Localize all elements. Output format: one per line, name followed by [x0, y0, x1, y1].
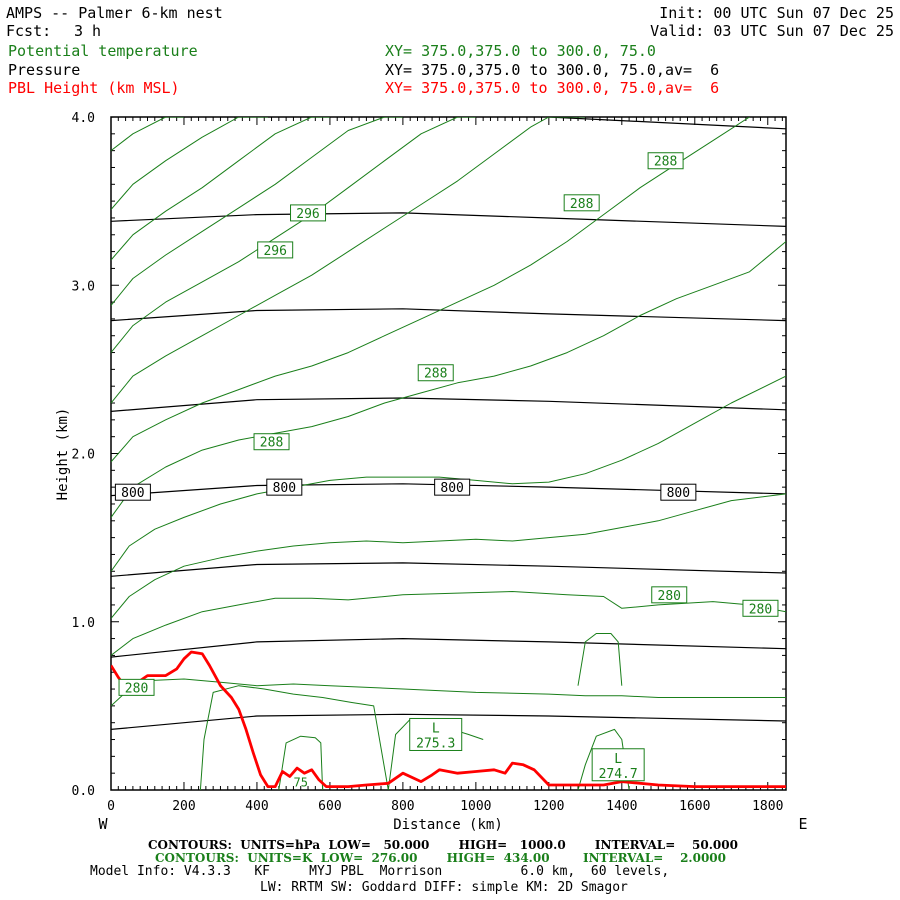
- x-tick-label: 1400: [606, 799, 637, 814]
- contour-label: 280: [742, 599, 779, 617]
- theta-contour: [111, 117, 403, 306]
- svg-text:280: 280: [658, 589, 681, 604]
- east-label: E: [798, 815, 807, 833]
- pressure-contour: [111, 397, 786, 412]
- model-info-2: LW: RRTM SW: Goddard DIFF: simple KM: 2D…: [260, 880, 628, 895]
- contour-label: 288: [253, 433, 290, 451]
- theta-contour: [111, 493, 786, 619]
- contours-hpa: CONTOURS: UNITS=hPa LOW= 50.000 HIGH= 10…: [148, 838, 738, 852]
- valid-time: Valid: 03 UTC Sun 07 Dec 25: [650, 22, 894, 40]
- svg-text:L: L: [614, 752, 622, 767]
- pressure-contour: [111, 117, 786, 130]
- contour-label: 800: [114, 483, 151, 501]
- contour-label: 280: [651, 586, 688, 604]
- svg-text:296: 296: [263, 244, 286, 259]
- contour-label: 288: [647, 152, 684, 170]
- pressure-contour: [111, 308, 786, 322]
- theta-contour: [111, 117, 268, 210]
- contour-label: 288: [563, 194, 600, 212]
- contour-label: 800: [660, 483, 697, 501]
- pressure-contour: [111, 483, 786, 497]
- contour-label: 288: [417, 364, 454, 382]
- svg-text:288: 288: [570, 197, 593, 212]
- field-name-pressure: Pressure: [8, 61, 81, 79]
- pressure-contour: [111, 212, 786, 227]
- x-tick-label: 1000: [460, 799, 491, 814]
- x-tick-label: 400: [245, 799, 268, 814]
- svg-text:280: 280: [125, 681, 148, 696]
- svg-text:274.7: 274.7: [599, 767, 638, 782]
- theta-contour: [111, 117, 750, 463]
- theta-contour: [577, 728, 630, 790]
- x-tick-label: 1800: [752, 799, 783, 814]
- theta-contour: [111, 591, 786, 656]
- plot-frame: [110, 116, 787, 791]
- svg-text:280: 280: [749, 602, 772, 617]
- theta-contour: [111, 241, 786, 518]
- contour-label: 800: [434, 478, 471, 496]
- contours-k: CONTOURS: UNITS=K LOW= 276.00 HIGH= 434.…: [155, 851, 726, 865]
- x-tick-label: 0: [107, 799, 115, 814]
- field-xy-theta: XY= 375.0,375.0 to 300.0, 75.0: [385, 42, 656, 60]
- contour-label: 280: [118, 678, 155, 696]
- x-tick-label: 1600: [679, 799, 710, 814]
- x-tick-label: 800: [391, 799, 414, 814]
- svg-text:296: 296: [296, 207, 319, 222]
- west-label: W: [98, 815, 108, 833]
- y-axis-label: Height (km): [55, 408, 71, 501]
- field-xy-pbl: XY= 375.0,375.0 to 300.0, 75.0,av= 6: [385, 79, 720, 97]
- y-tick-label: 2.0: [72, 448, 95, 463]
- theta-contour: [111, 117, 586, 404]
- forecast-label: Fcst:: [6, 22, 52, 40]
- svg-text:275.3: 275.3: [416, 736, 455, 751]
- theta-contour: [199, 685, 389, 790]
- contour-label-partial: 75: [294, 776, 308, 790]
- svg-text:800: 800: [440, 481, 463, 496]
- forecast-value: 3 h: [74, 22, 102, 40]
- x-tick-label: 200: [172, 799, 195, 814]
- theta-contour: [111, 117, 184, 151]
- svg-text:800: 800: [121, 486, 144, 501]
- pressure-contour: [111, 562, 786, 577]
- page-title: AMPS -- Palmer 6-km nest: [6, 4, 223, 22]
- svg-text:L: L: [432, 721, 440, 736]
- svg-text:288: 288: [654, 155, 677, 170]
- y-tick-label: 1.0: [72, 616, 95, 631]
- theta-contour: [111, 678, 786, 707]
- field-name-theta: Potential temperature: [8, 42, 198, 60]
- pressure-contour: [111, 637, 786, 658]
- theta-contour: [111, 117, 476, 353]
- x-tick-label: 1200: [533, 799, 564, 814]
- theta-contour: [111, 117, 330, 261]
- model-info: Model Info: V4.3.3 KF MYJ PBL Morrison 6…: [90, 864, 670, 879]
- pbl-height-line: [111, 650, 786, 788]
- init-time: Init: 00 UTC Sun 07 Dec 25: [659, 4, 894, 22]
- contour-label: 296: [257, 241, 294, 259]
- field-xy-pressure: XY= 375.0,375.0 to 300.0, 75.0,av= 6: [385, 61, 720, 79]
- theta-contour: [278, 735, 324, 790]
- field-name-pbl: PBL Height (km MSL): [8, 79, 180, 97]
- svg-text:800: 800: [667, 486, 690, 501]
- x-axis-label: Distance (km): [393, 817, 503, 833]
- y-tick-label: 3.0: [72, 279, 95, 294]
- svg-text:800: 800: [273, 481, 296, 496]
- pressure-contour: [111, 713, 786, 730]
- theta-contour: [111, 375, 786, 572]
- y-tick-label: 4.0: [72, 111, 95, 126]
- y-tick-label: 0.0: [72, 784, 95, 799]
- svg-text:288: 288: [424, 367, 447, 382]
- contour-label: 800: [266, 478, 303, 496]
- svg-text:288: 288: [260, 436, 283, 451]
- x-tick-label: 600: [318, 799, 341, 814]
- theta-contour: [577, 633, 623, 686]
- contour-label: 296: [290, 204, 327, 222]
